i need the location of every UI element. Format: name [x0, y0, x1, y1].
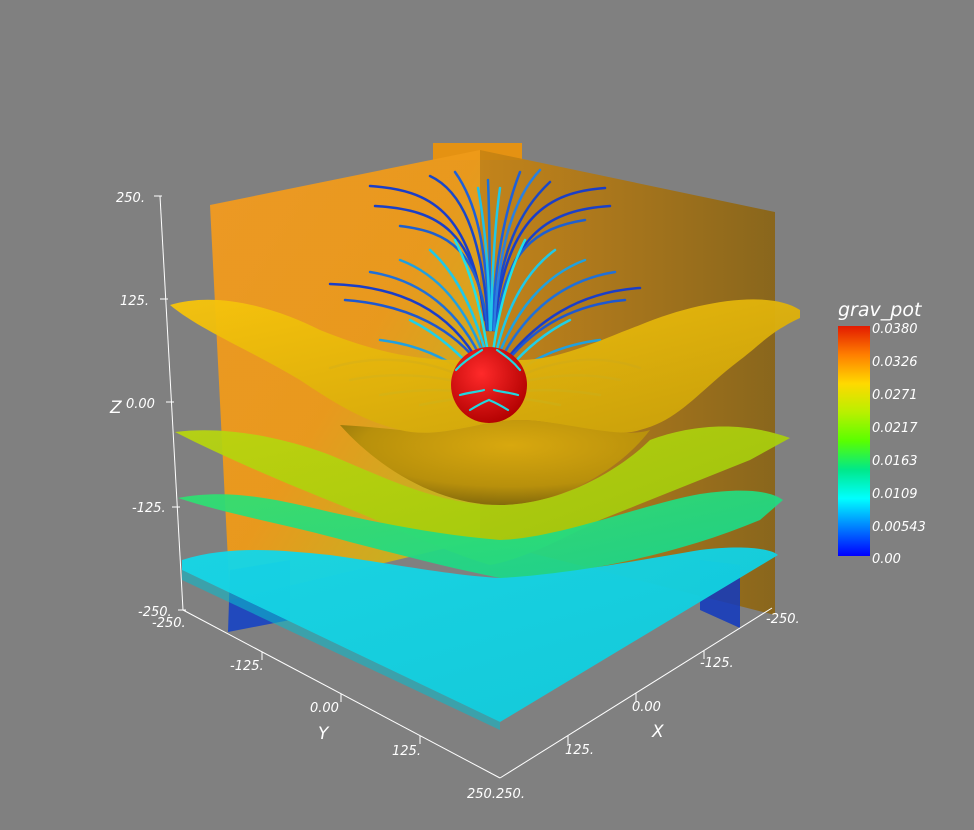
y-tick-1: -250. — [152, 616, 186, 631]
z-tick-1: 250. — [116, 191, 145, 206]
y-axis: -250. -125. 0.00 Y 125. 250. — [152, 616, 496, 802]
z-tick-2: 125. — [120, 294, 149, 309]
x-tick-1: 250. — [496, 787, 525, 802]
scalar-bar-label-7: 0.00543 — [872, 520, 926, 535]
y-tick-5: 250. — [467, 787, 496, 802]
z-tick-5: -250. — [138, 605, 172, 620]
scalar-bar-legend[interactable]: grav_pot 0.0380 0.0326 0.0271 0.0217 0.0… — [838, 299, 926, 567]
y-tick-4: 125. — [392, 744, 421, 759]
scalar-bar-label-4: 0.0217 — [872, 421, 918, 436]
z-tick-3: 0.00 — [126, 397, 155, 412]
scalar-bar-label-2: 0.0326 — [872, 355, 918, 370]
streamlines — [328, 168, 642, 407]
scalar-bar-label-6: 0.0109 — [872, 487, 918, 502]
scalar-bar-label-8: 0.00 — [872, 552, 901, 567]
scalar-bar-label-3: 0.0271 — [872, 388, 918, 403]
axes-grid — [154, 195, 773, 779]
x-axis: 250. 125. X 0.00 -125. -250. — [496, 612, 800, 802]
x-tick-5: -250. — [766, 612, 800, 627]
slice-3 — [178, 490, 783, 578]
x-axis-title: X — [651, 722, 664, 742]
z-axis: 250. 125. Z 0.00 -125. -250. — [109, 191, 172, 620]
y-axis-title: Y — [318, 724, 330, 744]
scalar-bar-colorbar — [838, 326, 870, 556]
scalar-bar-title: grav_pot — [838, 299, 923, 321]
x-tick-4: -125. — [700, 656, 734, 671]
z-axis-title: Z — [109, 398, 122, 418]
source-sphere — [451, 347, 527, 423]
x-tick-2: 125. — [565, 743, 594, 758]
scalar-bar-label-1: 0.0380 — [872, 322, 918, 337]
scalar-bar-label-5: 0.0163 — [872, 454, 918, 469]
z-tick-4: -125. — [132, 501, 166, 516]
streamlines-near-sphere — [454, 348, 522, 412]
y-tick-2: -125. — [230, 659, 264, 674]
x-tick-3: 0.00 — [632, 700, 661, 715]
slice-2 — [175, 426, 790, 565]
slice-4 — [182, 547, 778, 730]
y-tick-3: 0.00 — [310, 701, 339, 716]
